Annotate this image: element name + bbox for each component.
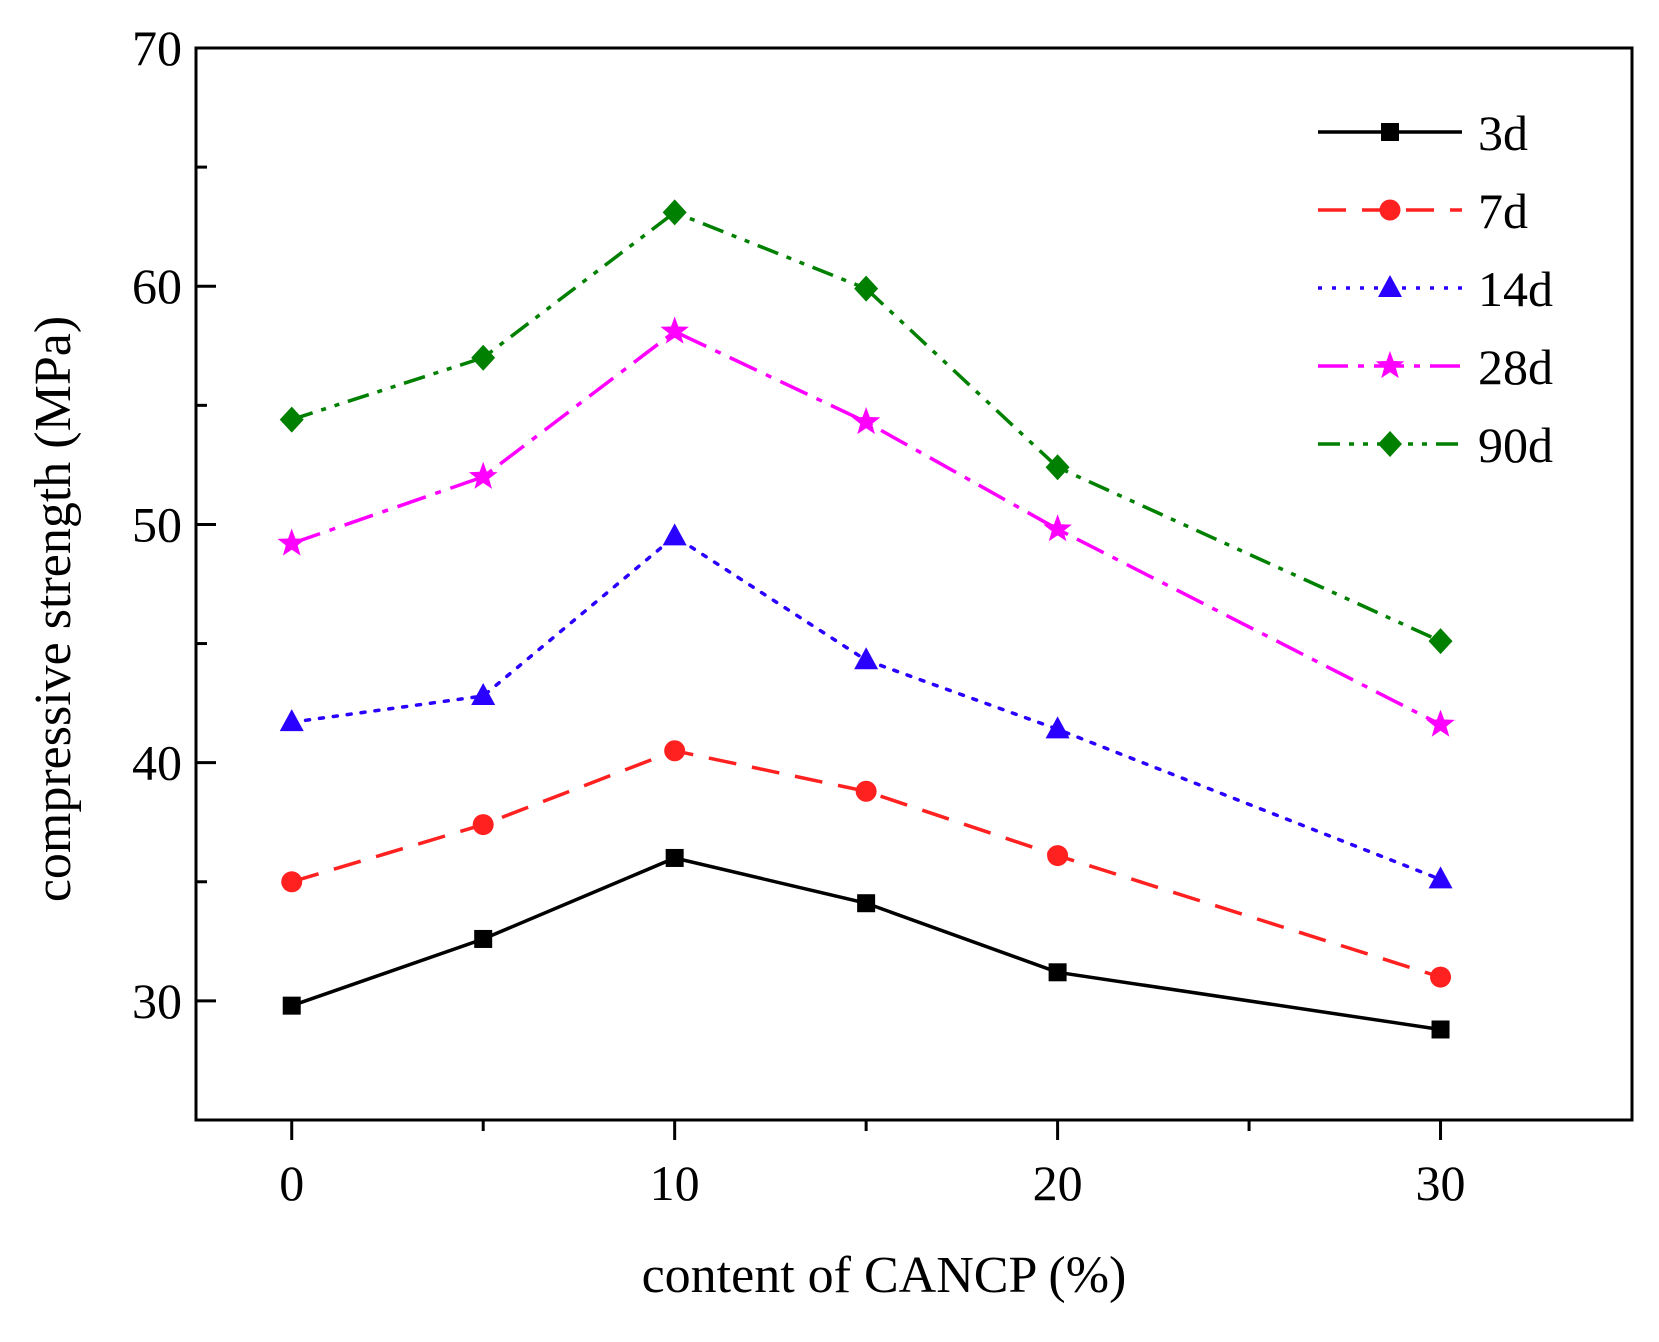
x-axis-title: content of CANCP (%) <box>642 1247 1127 1304</box>
data-point-90d-20 <box>1045 454 1070 481</box>
data-point-7d-5 <box>472 814 494 836</box>
data-point-28d-30 <box>1426 709 1455 737</box>
series-line-90d <box>291 210 1442 643</box>
series-layer <box>277 199 1455 1039</box>
legend-item-14d: 14d <box>1318 261 1553 317</box>
data-point-28d-0 <box>277 528 306 556</box>
series-line-3d <box>291 856 1441 1032</box>
legend-item-3d: 3d <box>1318 105 1528 161</box>
data-point-3d-0 <box>282 996 301 1015</box>
y-tick-label: 60 <box>132 258 182 314</box>
data-point-3d-5 <box>474 929 493 948</box>
legend-label: 7d <box>1478 183 1528 239</box>
data-point-3d-10 <box>665 848 684 867</box>
x-tick-label: 0 <box>279 1155 304 1211</box>
data-point-90d-5 <box>471 344 496 371</box>
data-point-14d-20 <box>1045 716 1070 739</box>
data-point-7d-10 <box>664 740 686 762</box>
y-tick-label: 40 <box>132 735 182 791</box>
y-axis-title: compressive strength (MPa) <box>25 316 82 902</box>
series-90d <box>279 199 1453 655</box>
data-point-90d-10 <box>662 199 687 226</box>
plot-frame <box>194 46 1634 1122</box>
legend-marker <box>1381 123 1399 141</box>
data-point-7d-20 <box>1047 845 1069 867</box>
data-point-90d-15 <box>854 275 879 302</box>
tick-labels: 30 40 50 60 70 0 10 20 30 <box>132 20 1466 1211</box>
series-line-14d <box>289 534 1443 882</box>
data-point-7d-0 <box>281 871 303 893</box>
data-point-3d-20 <box>1048 963 1067 982</box>
x-tick-label: 20 <box>1033 1155 1083 1211</box>
legend-label: 28d <box>1478 339 1553 395</box>
data-point-3d-30 <box>1431 1020 1450 1039</box>
data-point-14d-10 <box>662 523 687 546</box>
y-tick-label: 30 <box>132 973 182 1029</box>
data-point-90d-0 <box>279 406 304 433</box>
data-point-28d-15 <box>851 407 881 435</box>
y-tick-label: 50 <box>132 496 182 552</box>
legend-marker <box>1378 275 1402 297</box>
data-point-28d-5 <box>468 461 498 489</box>
data-point-28d-10 <box>660 316 689 344</box>
x-tick-label: 30 <box>1416 1155 1466 1211</box>
legend-label: 90d <box>1478 417 1553 473</box>
data-point-14d-15 <box>854 647 879 670</box>
legend-marker <box>1379 199 1401 221</box>
data-point-14d-0 <box>279 709 304 732</box>
series-line-7d <box>291 748 1442 979</box>
legend: 3d 7d 14d 28d 90d <box>1318 105 1553 473</box>
legend-label: 14d <box>1478 261 1553 317</box>
series-7d <box>281 740 1452 988</box>
legend-label: 3d <box>1478 105 1528 161</box>
legend-item-7d: 7d <box>1318 183 1528 239</box>
data-point-28d-20 <box>1043 514 1072 542</box>
data-point-7d-15 <box>855 780 877 802</box>
legend-marker <box>1378 431 1402 457</box>
series-line-28d <box>291 329 1442 727</box>
legend-marker <box>1375 351 1405 379</box>
legend-item-28d: 28d <box>1318 339 1553 395</box>
data-point-14d-30 <box>1428 866 1453 889</box>
data-point-7d-30 <box>1430 966 1452 988</box>
series-3d <box>282 848 1450 1039</box>
data-point-90d-30 <box>1428 628 1453 655</box>
data-point-14d-5 <box>471 682 496 705</box>
series-14d <box>279 523 1453 889</box>
y-tick-label: 70 <box>132 20 182 76</box>
data-point-3d-15 <box>857 894 876 913</box>
series-28d <box>277 316 1455 737</box>
x-tick-label: 10 <box>650 1155 700 1211</box>
legend-item-90d: 90d <box>1318 417 1553 473</box>
ticks-layer <box>196 46 1443 1140</box>
